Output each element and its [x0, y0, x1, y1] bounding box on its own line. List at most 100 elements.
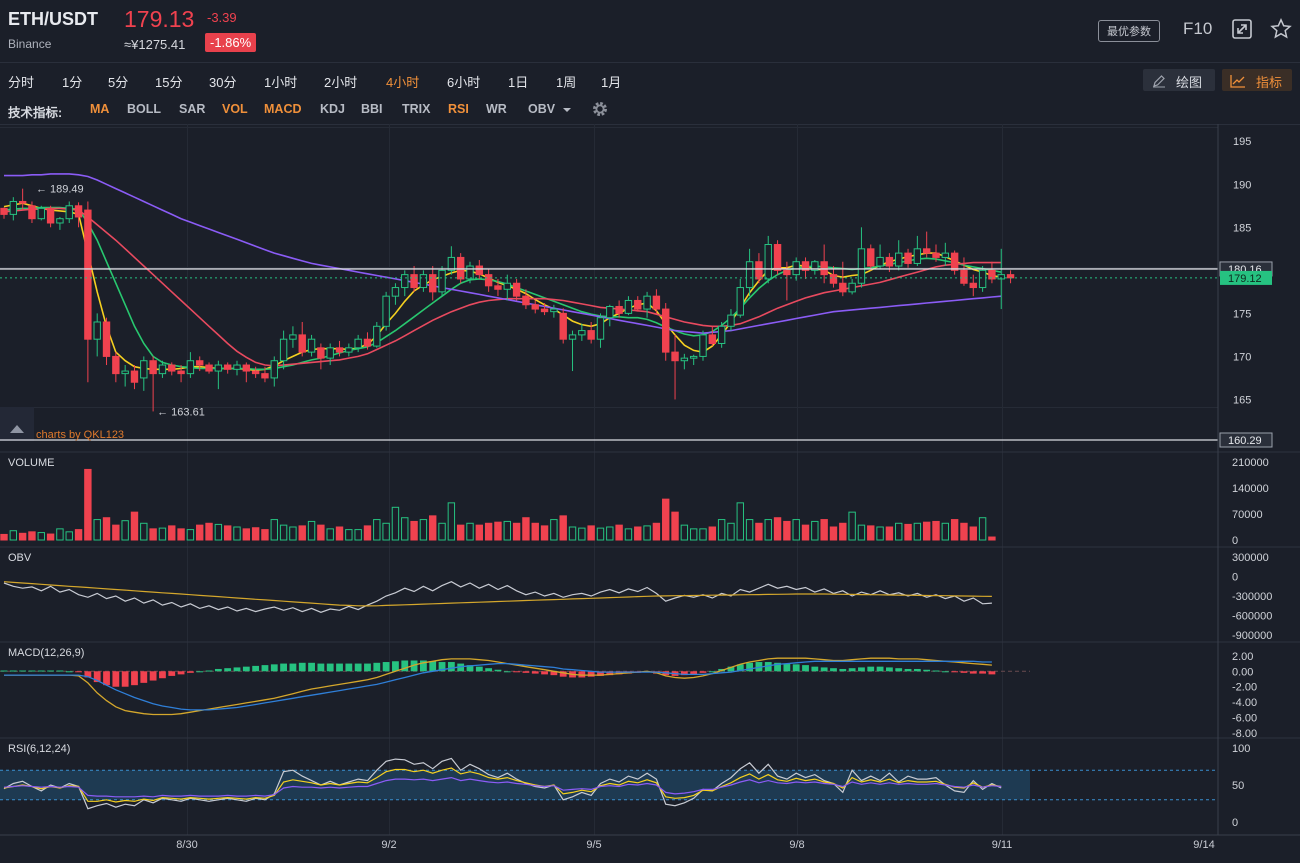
macd-hist-bar	[75, 671, 82, 673]
volume-bar	[251, 527, 260, 541]
timeframe-6[interactable]: 2小时	[324, 75, 358, 90]
volume-bar	[727, 522, 735, 541]
candle-body	[662, 308, 670, 353]
volume-bar	[484, 522, 493, 541]
candle-body	[494, 285, 502, 290]
volume-bar	[885, 526, 894, 541]
timeframe-10[interactable]: 1周	[556, 75, 577, 90]
timeframe-5[interactable]: 1小时	[264, 75, 298, 90]
candle-body	[522, 295, 530, 306]
star-icon[interactable]	[1269, 17, 1293, 41]
timeframe-7[interactable]: 4小时	[386, 75, 420, 90]
macd-tick: 0.00	[1232, 666, 1253, 678]
obv-tick: 0	[1232, 572, 1238, 584]
volume-bar	[270, 519, 278, 541]
macd-hist-bar	[401, 660, 409, 672]
indicator-trix[interactable]: TRIX	[402, 102, 431, 116]
macd-hist-bar	[979, 671, 986, 674]
symbol-title: ETH/USDT	[8, 9, 98, 29]
candle-body	[186, 360, 195, 375]
fullscreen-icon[interactable]	[1230, 17, 1254, 41]
candle-body	[65, 205, 73, 220]
gear-icon[interactable]	[591, 100, 609, 118]
volume-bar	[307, 520, 316, 541]
candle-body	[578, 330, 586, 336]
logo-box	[0, 407, 34, 441]
timeframe-9[interactable]: 1日	[508, 75, 529, 90]
timeframe-0[interactable]: 分时	[8, 75, 35, 90]
volume-bar	[205, 522, 213, 541]
candle-body	[130, 370, 139, 383]
candle-body	[1006, 274, 1015, 279]
macd-hist-bar	[149, 671, 157, 681]
macd-hist-bar	[895, 668, 903, 672]
timeframe-bar: 分时 1分 5分 15分 30分 1小时 2小时 4小时 6小时 1日 1周 1月 绘图 指标	[0, 62, 1300, 95]
macd-hist-bar	[65, 671, 73, 673]
candle-body	[829, 274, 838, 284]
volume-bar	[512, 522, 521, 541]
f10-button[interactable]: F10	[1183, 19, 1213, 38]
candle-body	[401, 274, 409, 289]
candle-body	[606, 305, 614, 319]
indicator-rsi[interactable]: RSI	[448, 102, 469, 116]
macd-hist-bar	[811, 666, 819, 672]
indicator-bbi[interactable]: BBI	[361, 102, 383, 116]
price-tag-label: 179.12	[1228, 273, 1262, 285]
candle-body	[867, 248, 875, 267]
indicator-wr[interactable]: WR	[486, 102, 507, 116]
macd-panel: MACD(12,26,9)	[0, 641, 1300, 716]
timeframe-2[interactable]: 5分	[108, 75, 129, 90]
indicator-boll[interactable]: BOLL	[127, 102, 162, 116]
timeframe-1[interactable]: 1分	[62, 75, 83, 90]
candle-body	[102, 321, 111, 357]
macd-hist-bar	[168, 671, 176, 676]
rsi-line-rsi24	[3, 776, 1002, 798]
macd-hist-bar	[410, 660, 418, 672]
candle-body	[634, 299, 642, 310]
dropdown-caret-icon[interactable]	[562, 107, 572, 113]
timeframe-11[interactable]: 1月	[601, 75, 622, 90]
best-params-button[interactable]: 最优参数	[1098, 20, 1160, 42]
macd-hist-bar	[233, 667, 241, 672]
indicator-macd[interactable]: MACD	[264, 102, 302, 116]
candle-body	[689, 355, 698, 359]
macd-hist-bar	[606, 671, 614, 676]
grid-lines	[0, 124, 1218, 835]
volume-bar	[717, 519, 726, 541]
volume-bar	[801, 524, 810, 541]
date-tick: 9/2	[381, 839, 396, 851]
macd-hist-bar	[531, 671, 539, 674]
candle-body	[680, 357, 689, 362]
timeframe-8[interactable]: 6小时	[447, 75, 481, 90]
macd-hist-bar	[820, 667, 828, 672]
macd-hist-bar	[252, 665, 260, 672]
volume-bar	[876, 526, 884, 541]
indicator-vol[interactable]: VOL	[222, 102, 248, 116]
volume-bar	[0, 533, 8, 541]
indicator-sar[interactable]: SAR	[179, 102, 206, 116]
volume-bar	[37, 532, 45, 541]
draw-tool-button[interactable]: 绘图	[1143, 69, 1215, 91]
volume-bar	[354, 529, 362, 541]
candle-body	[745, 261, 754, 289]
indicator-kdj[interactable]: KDJ	[320, 102, 346, 116]
macd-hist-bar	[597, 671, 604, 676]
volume-bar	[624, 528, 633, 541]
indicator-ma[interactable]: MA	[90, 102, 110, 116]
candle-body	[466, 265, 474, 280]
macd-hist-bar	[736, 664, 744, 672]
timeframe-3[interactable]: 15分	[155, 75, 183, 90]
candle-body	[792, 261, 800, 276]
macd-tick: -4.00	[1232, 697, 1257, 709]
macd-hist-bar	[522, 671, 530, 673]
indicator-tool-button[interactable]: 指标	[1222, 69, 1292, 91]
candle-body	[46, 207, 55, 224]
volume-bar	[401, 517, 409, 541]
rsi-tick: 50	[1232, 780, 1244, 792]
price-annotation: ← 163.61	[157, 406, 205, 418]
timeframe-4[interactable]: 30分	[209, 75, 237, 90]
indicator-bar: 技术指标: MA BOLL SAR VOL MACD KDJ BBI TRIX RSI WR OBV	[0, 94, 1300, 125]
macd-hist-bar	[708, 671, 716, 673]
indicator-obv[interactable]: OBV	[528, 102, 556, 116]
